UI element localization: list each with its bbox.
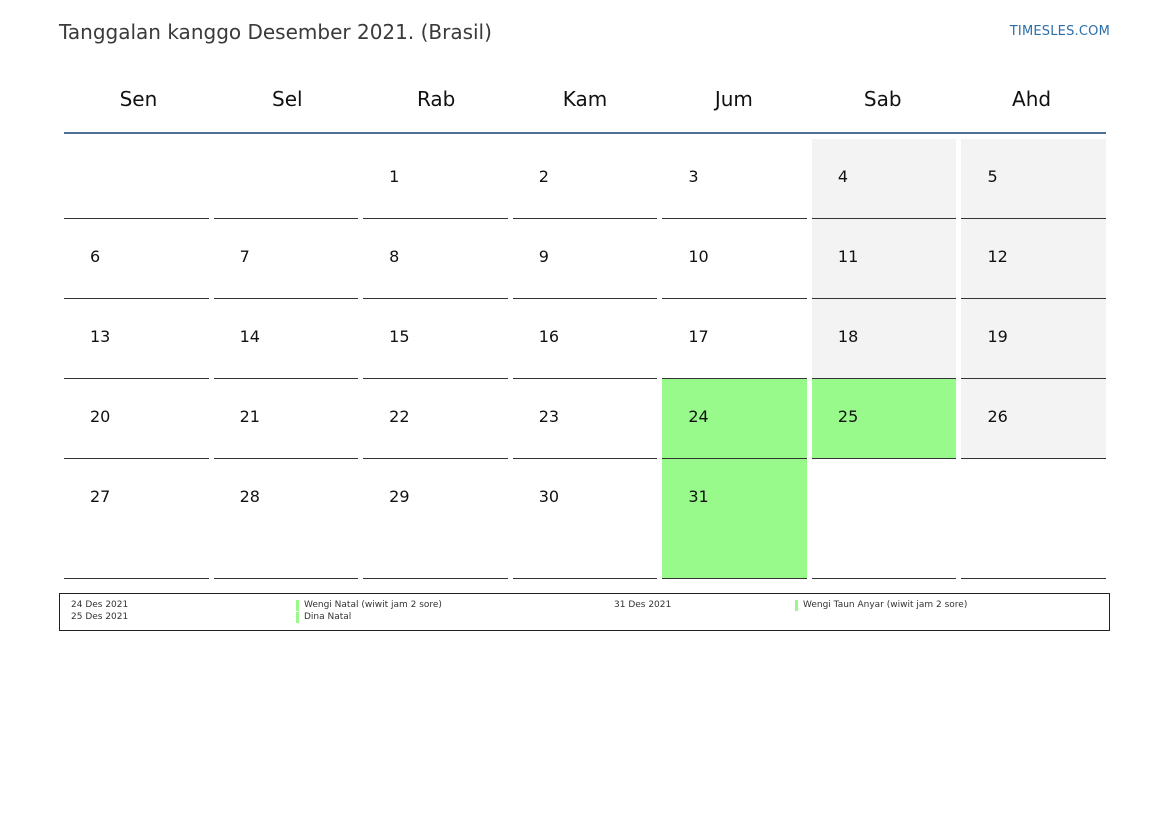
weekday-label: Kam xyxy=(562,87,608,111)
day-number: 23 xyxy=(538,407,560,426)
day-cell: 28 xyxy=(213,459,359,579)
day-cell: 9 xyxy=(512,219,658,299)
day-number: 9 xyxy=(538,247,549,266)
day-cell: 10 xyxy=(662,219,807,299)
day-number: 8 xyxy=(389,247,400,266)
day-number: 25 xyxy=(837,407,859,426)
day-number: 11 xyxy=(837,247,859,266)
day-cell: 22 xyxy=(363,379,508,459)
day-number: 12 xyxy=(987,247,1008,266)
day-cell xyxy=(811,459,957,579)
day-number: 1 xyxy=(389,167,400,186)
legend-holiday-name: Wengi Natal (wiwit jam 2 sore) xyxy=(304,600,442,610)
day-number: 14 xyxy=(239,327,260,346)
day-cell-weekend: 26 xyxy=(961,379,1107,459)
day-number: 27 xyxy=(90,487,111,506)
day-number: 7 xyxy=(239,247,250,266)
day-cell: 14 xyxy=(213,299,359,379)
day-cell xyxy=(64,139,209,219)
day-number: 10 xyxy=(688,247,709,266)
day-cell xyxy=(961,459,1107,579)
legend-date: 31 Des 2021 xyxy=(614,600,672,610)
day-number: 24 xyxy=(688,407,709,426)
day-cell-weekend: 12 xyxy=(961,219,1107,299)
day-cell-weekend: 4 xyxy=(811,139,957,219)
calendar-weeks: 1 2 3 4 5 6 7 8 9 10 11 12 13 14 15 16 1… xyxy=(64,139,1107,579)
holiday-color-marker xyxy=(296,612,299,623)
holiday-color-marker xyxy=(296,600,299,611)
weekday-label: Jum xyxy=(714,87,753,111)
day-number: 17 xyxy=(688,327,709,346)
day-cell: 16 xyxy=(512,299,658,379)
day-cell: 21 xyxy=(213,379,359,459)
weekday-label: Sen xyxy=(119,87,158,111)
page-title: Tanggalan kanggo Desember 2021. (Brasil) xyxy=(59,20,492,44)
week-row: 13 14 15 16 17 18 19 xyxy=(64,299,1107,379)
day-number: 26 xyxy=(987,407,1008,426)
legend-holiday-name: Dina Natal xyxy=(304,612,352,622)
day-number: 28 xyxy=(239,487,260,506)
weekday-header-row: Sen Sel Rab Kam Jum Sab Ahd xyxy=(64,78,1106,134)
holiday-legend: 24 Des 2021 25 Des 2021 Wengi Natal (wiw… xyxy=(59,593,1110,631)
week-row: 20 21 22 23 24 25 26 xyxy=(64,379,1107,459)
day-number: 20 xyxy=(90,407,111,426)
day-cell: 3 xyxy=(662,139,807,219)
day-cell-weekend: 18 xyxy=(811,299,957,379)
day-cell: 17 xyxy=(662,299,807,379)
weekday-label: Ahd xyxy=(1012,87,1052,111)
legend-date: 25 Des 2021 xyxy=(71,612,129,622)
day-number: 16 xyxy=(538,327,560,346)
day-number: 3 xyxy=(688,167,699,186)
day-number: 30 xyxy=(538,487,560,506)
day-number: 22 xyxy=(389,407,410,426)
holiday-color-marker xyxy=(795,600,798,611)
day-cell: 15 xyxy=(363,299,508,379)
day-number: 29 xyxy=(389,487,410,506)
weekday-label: Rab xyxy=(416,87,456,111)
day-cell: 20 xyxy=(64,379,209,459)
day-cell: 23 xyxy=(512,379,658,459)
weekday-label: Sel xyxy=(272,87,303,111)
day-cell: 29 xyxy=(363,459,508,579)
week-row: 1 2 3 4 5 xyxy=(64,139,1107,219)
day-cell: 2 xyxy=(512,139,658,219)
week-row: 27 28 29 30 31 xyxy=(64,459,1107,579)
day-cell-holiday: 24 xyxy=(662,379,807,459)
day-cell-holiday: 25 xyxy=(811,379,957,459)
day-number: 19 xyxy=(987,327,1008,346)
day-cell xyxy=(213,139,359,219)
day-cell: 30 xyxy=(512,459,658,579)
day-number: 18 xyxy=(837,327,859,346)
day-cell: 7 xyxy=(213,219,359,299)
day-cell-weekend: 11 xyxy=(811,219,957,299)
day-cell-weekend: 19 xyxy=(961,299,1107,379)
day-cell: 1 xyxy=(363,139,508,219)
legend-holiday-name: Wengi Taun Anyar (wiwit jam 2 sore) xyxy=(803,600,968,610)
day-number: 4 xyxy=(837,167,849,186)
day-cell: 8 xyxy=(363,219,508,299)
day-cell: 27 xyxy=(64,459,209,579)
day-number: 5 xyxy=(987,167,998,186)
week-row: 6 7 8 9 10 11 12 xyxy=(64,219,1107,299)
day-cell: 6 xyxy=(64,219,209,299)
day-number: 31 xyxy=(688,487,709,506)
calendar-grid: Sen Sel Rab Kam Jum Sab Ahd 1 2 3 4 5 6 … xyxy=(64,78,1107,579)
day-number: 15 xyxy=(389,327,410,346)
day-cell-holiday: 31 xyxy=(662,459,807,579)
day-cell-weekend: 5 xyxy=(961,139,1107,219)
day-cell: 13 xyxy=(64,299,209,379)
site-link[interactable]: TIMESLES.COM xyxy=(1009,24,1110,39)
legend-date: 24 Des 2021 xyxy=(71,600,129,610)
day-number: 2 xyxy=(538,167,549,186)
day-number: 6 xyxy=(90,247,101,266)
day-number: 13 xyxy=(90,327,111,346)
day-number: 21 xyxy=(239,407,260,426)
weekday-label: Sab xyxy=(863,87,902,111)
